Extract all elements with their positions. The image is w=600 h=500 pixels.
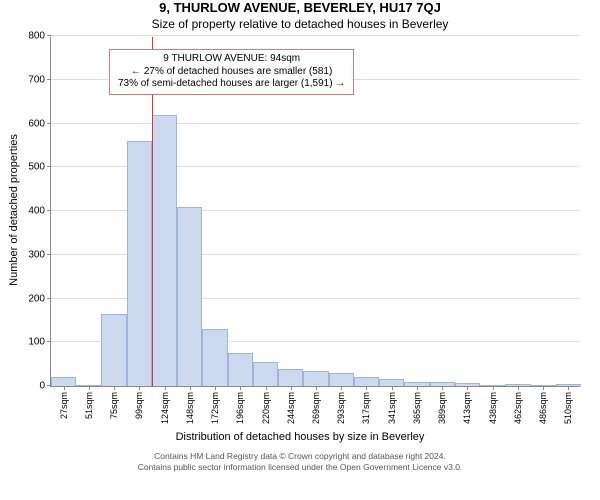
xtick-label: 148sqm xyxy=(185,392,195,424)
gridline xyxy=(51,35,580,36)
info-box-line3: 73% of semi-detached houses are larger (… xyxy=(118,78,345,91)
bar xyxy=(101,314,126,386)
xtick-label: 196sqm xyxy=(235,392,245,424)
xtick-mark xyxy=(493,386,494,390)
xtick-mark xyxy=(190,386,191,390)
page-subtitle: Size of property relative to detached ho… xyxy=(0,17,600,31)
xtick-mark xyxy=(114,386,115,390)
xtick-label: 413sqm xyxy=(462,392,472,424)
plot-area: 010020030040050060070080027sqm51sqm75sqm… xyxy=(50,37,580,387)
attribution-line2: Contains public sector information licen… xyxy=(0,462,600,473)
xtick-label: 293sqm xyxy=(336,392,346,424)
ytick-mark xyxy=(47,166,51,167)
xtick-mark xyxy=(518,386,519,390)
xtick-label: 244sqm xyxy=(286,392,296,424)
xtick-mark xyxy=(467,386,468,390)
bar xyxy=(329,373,354,386)
xtick-label: 124sqm xyxy=(160,392,170,424)
info-box: 9 THURLOW AVENUE: 94sqm← 27% of detached… xyxy=(109,49,354,95)
ytick-label: 800 xyxy=(28,31,45,42)
ytick-label: 400 xyxy=(28,206,45,217)
xtick-label: 389sqm xyxy=(437,392,447,424)
xtick-mark xyxy=(366,386,367,390)
info-box-line2: ← 27% of detached houses are smaller (58… xyxy=(118,66,345,79)
bar xyxy=(354,377,379,386)
xtick-label: 486sqm xyxy=(538,392,548,424)
xtick-label: 220sqm xyxy=(261,392,271,424)
xtick-label: 27sqm xyxy=(59,392,69,419)
xtick-label: 269sqm xyxy=(311,392,321,424)
xtick-label: 462sqm xyxy=(513,392,523,424)
bar xyxy=(253,362,278,386)
ytick-label: 700 xyxy=(28,74,45,85)
bar xyxy=(278,369,303,387)
xtick-mark xyxy=(89,386,90,390)
chart-container: 010020030040050060070080027sqm51sqm75sqm… xyxy=(50,37,590,387)
xtick-label: 99sqm xyxy=(134,392,144,419)
bar xyxy=(303,371,328,386)
gridline xyxy=(51,123,580,124)
xtick-mark xyxy=(316,386,317,390)
attribution-line1: Contains HM Land Registry data © Crown c… xyxy=(0,451,600,462)
info-box-line1: 9 THURLOW AVENUE: 94sqm xyxy=(118,53,345,66)
xtick-mark xyxy=(392,386,393,390)
ytick-label: 500 xyxy=(28,162,45,173)
xtick-label: 510sqm xyxy=(563,392,573,424)
xtick-mark xyxy=(417,386,418,390)
xtick-label: 365sqm xyxy=(412,392,422,424)
xtick-label: 438sqm xyxy=(488,392,498,424)
ytick-mark xyxy=(47,123,51,124)
ytick-label: 300 xyxy=(28,249,45,260)
xtick-mark xyxy=(341,386,342,390)
xtick-label: 75sqm xyxy=(109,392,119,419)
xtick-mark xyxy=(165,386,166,390)
bar xyxy=(152,115,177,386)
xtick-mark xyxy=(215,386,216,390)
xtick-mark xyxy=(291,386,292,390)
xtick-mark xyxy=(442,386,443,390)
bar xyxy=(127,141,152,386)
page-title: 9, THURLOW AVENUE, BEVERLEY, HU17 7QJ xyxy=(0,0,600,15)
bar xyxy=(177,207,202,386)
xtick-label: 341sqm xyxy=(387,392,397,424)
xtick-mark xyxy=(64,386,65,390)
bar xyxy=(51,377,76,386)
attribution: Contains HM Land Registry data © Crown c… xyxy=(0,451,600,473)
ytick-mark xyxy=(47,254,51,255)
ytick-mark xyxy=(47,35,51,36)
ytick-label: 200 xyxy=(28,293,45,304)
ytick-mark xyxy=(47,79,51,80)
ytick-mark xyxy=(47,210,51,211)
bar xyxy=(228,353,253,386)
bar xyxy=(202,329,227,386)
xtick-mark xyxy=(266,386,267,390)
xtick-mark xyxy=(139,386,140,390)
xlabel: Distribution of detached houses by size … xyxy=(0,431,600,443)
ytick-label: 600 xyxy=(28,118,45,129)
xtick-label: 172sqm xyxy=(210,392,220,424)
ylabel: Number of detached properties xyxy=(8,134,20,286)
ytick-mark xyxy=(47,341,51,342)
ytick-label: 0 xyxy=(39,381,45,392)
xtick-mark xyxy=(240,386,241,390)
xtick-label: 51sqm xyxy=(84,392,94,419)
ytick-mark xyxy=(47,298,51,299)
xtick-mark xyxy=(543,386,544,390)
ytick-label: 100 xyxy=(28,337,45,348)
xtick-mark xyxy=(568,386,569,390)
xtick-label: 317sqm xyxy=(361,392,371,424)
